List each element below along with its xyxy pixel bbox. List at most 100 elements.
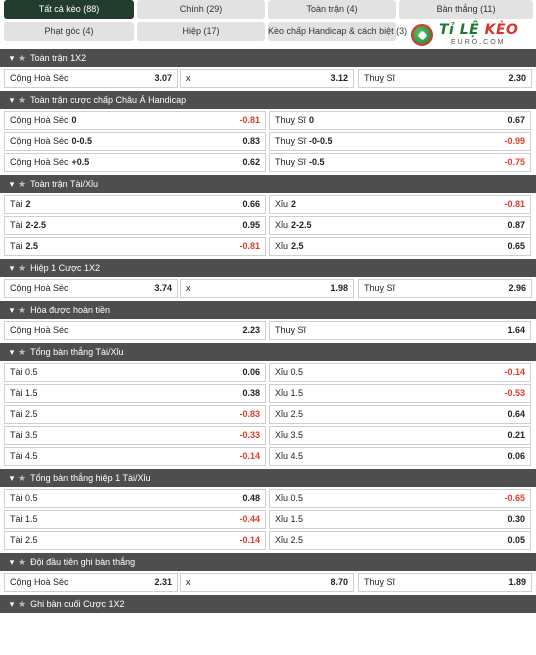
odds-cell[interactable]: Xỉu 2.5 0.65 (269, 237, 531, 256)
tab-6[interactable]: Kèo chấp Handicap & cách biệt (3) (268, 22, 407, 41)
odds-cell[interactable]: Thuỵ Sĩ 2.30 (358, 69, 532, 88)
odds-cell[interactable]: Thuỵ Sĩ 1.89 (358, 573, 532, 592)
odds-value: -0.65 (504, 493, 525, 503)
odds-cell[interactable]: Thuỵ Sĩ 0 0.67 (269, 111, 531, 130)
odds-value: 0.06 (242, 367, 260, 377)
odds-cell[interactable]: Xỉu 1.5 -0.53 (269, 384, 531, 403)
caret-down-icon[interactable]: ▾ (9, 599, 15, 609)
site-logo[interactable]: Tỉ LỆ KÈO EURO.COM (405, 22, 533, 50)
odds-cell[interactable]: Tài 0.5 0.48 (4, 489, 266, 508)
tab-0[interactable]: Tất cả kèo (88) (4, 0, 134, 19)
section-title: Toàn trận cược chấp Châu Á Handicap (30, 95, 187, 105)
odds-cell[interactable]: Tài 2-2.5 0.95 (4, 216, 266, 235)
odds-cell[interactable]: Xỉu 0.5 -0.14 (269, 363, 531, 382)
odds-cell[interactable]: Thuỵ Sĩ 1.64 (269, 321, 531, 340)
caret-down-icon[interactable]: ▾ (9, 473, 15, 483)
odds-cell[interactable]: Cộng Hoà Séc 0 -0.81 (4, 111, 266, 130)
odds-cell[interactable]: Tài 1.5 -0.44 (4, 510, 266, 529)
odds-cell[interactable]: Cộng Hoà Séc 2.23 (4, 321, 266, 340)
section-header[interactable]: ▾ ★ Hòa được hoàn tiền (0, 301, 536, 319)
outcome-label: Tài 4.5 (10, 451, 38, 461)
odds-cell[interactable]: x 1.98 (180, 279, 354, 298)
star-icon[interactable]: ★ (18, 557, 27, 567)
odds-cell[interactable]: Cộng Hoà Séc 0-0.5 0.83 (4, 132, 266, 151)
odds-cell[interactable]: Tài 2.5 -0.81 (4, 237, 266, 256)
outcome-label: Xỉu 2.5 (275, 409, 304, 419)
section-header[interactable]: ▾ ★ Toàn trận 1X2 (0, 49, 536, 67)
odds-cell[interactable]: Xỉu 2.5 0.64 (269, 405, 531, 424)
section-header[interactable]: ▾ ★ Đội đầu tiên ghi bàn thắng (0, 553, 536, 571)
outcome-label: Thuỵ Sĩ (364, 73, 396, 83)
odds-value: 0.06 (507, 451, 525, 461)
odds-value: 0.95 (242, 220, 260, 230)
tab-3[interactable]: Bàn thắng (11) (399, 0, 533, 19)
star-icon[interactable]: ★ (18, 53, 27, 63)
odds-value: 2.96 (508, 283, 526, 293)
outcome-label: x (186, 73, 191, 83)
handicap-line: -0-0.5 (309, 136, 333, 146)
odds-cell[interactable]: Thuỵ Sĩ -0.5 -0.75 (269, 153, 531, 172)
caret-down-icon[interactable]: ▾ (9, 557, 15, 567)
handicap-line: 2-2.5 (291, 220, 312, 230)
odds-cell[interactable]: Tài 3.5 -0.33 (4, 426, 266, 445)
section-header[interactable]: ▾ ★ Toàn trận Tài/Xỉu (0, 175, 536, 193)
caret-down-icon[interactable]: ▾ (9, 53, 15, 63)
star-icon[interactable]: ★ (18, 599, 27, 609)
tab-5[interactable]: Hiệp (17) (137, 22, 265, 41)
section-header[interactable]: ▾ ★ Tổng bàn thắng Tài/Xỉu (0, 343, 536, 361)
odds-cell[interactable]: Xỉu 2.5 0.05 (269, 531, 531, 550)
caret-down-icon[interactable]: ▾ (9, 347, 15, 357)
tab-4[interactable]: Phạt góc (4) (4, 22, 134, 41)
odds-cell[interactable]: Thuỵ Sĩ 2.96 (358, 279, 532, 298)
section-rows: Cộng Hoà Séc 2.31 x 8.70 Thuỵ Sĩ 1.89 (0, 571, 536, 592)
handicap-line: 2.5 (25, 241, 39, 251)
odds-cell[interactable]: Xỉu 4.5 0.06 (269, 447, 531, 466)
odds-cell[interactable]: Cộng Hoà Séc 3.07 (4, 69, 178, 88)
odds-cell[interactable]: Tài 2 0.66 (4, 195, 266, 214)
tab-1[interactable]: Chính (29) (137, 0, 265, 19)
odds-cell[interactable]: Xỉu 2 -0.81 (269, 195, 531, 214)
odds-cell[interactable]: Cộng Hoà Séc 3.74 (4, 279, 178, 298)
odds-cell[interactable]: Xỉu 3.5 0.21 (269, 426, 531, 445)
star-icon[interactable]: ★ (18, 263, 27, 273)
odds-row: Tài 1.5 0.38 Xỉu 1.5 -0.53 (0, 384, 536, 403)
odds-cell[interactable]: Xỉu 2-2.5 0.87 (269, 216, 531, 235)
section-title: Toàn trận Tài/Xỉu (30, 179, 98, 189)
handicap-line: +0.5 (71, 157, 90, 167)
odds-value: -0.81 (239, 115, 260, 125)
odds-value: 0.48 (242, 493, 260, 503)
star-icon[interactable]: ★ (18, 473, 27, 483)
odds-cell[interactable]: x 8.70 (180, 573, 354, 592)
odds-cell[interactable]: Xỉu 0.5 -0.65 (269, 489, 531, 508)
star-icon[interactable]: ★ (18, 347, 27, 357)
star-icon[interactable]: ★ (18, 95, 27, 105)
caret-down-icon[interactable]: ▾ (9, 263, 15, 273)
odds-cell[interactable]: Tài 4.5 -0.14 (4, 447, 266, 466)
section-header[interactable]: ▾ ★ Toàn trận cược chấp Châu Á Handicap (0, 91, 536, 109)
odds-cell[interactable]: Tài 1.5 0.38 (4, 384, 266, 403)
odds-cell[interactable]: Tài 0.5 0.06 (4, 363, 266, 382)
odds-cell[interactable]: x 3.12 (180, 69, 354, 88)
caret-down-icon[interactable]: ▾ (9, 179, 15, 189)
section-header[interactable]: ▾ ★ Tổng bàn thắng hiệp 1 Tài/Xỉu (0, 469, 536, 487)
star-icon[interactable]: ★ (18, 179, 27, 189)
odds-cell[interactable]: Xỉu 1.5 0.30 (269, 510, 531, 529)
section-rows: Tài 0.5 0.48 Xỉu 0.5 -0.65 Tài 1.5 -0.44 Xỉu 1… (0, 487, 536, 550)
section-header[interactable]: ▾ ★ Hiệp 1 Cược 1X2 (0, 259, 536, 277)
handicap-line: -0.5 (309, 157, 325, 167)
odds-cell[interactable]: Cộng Hoà Séc +0.5 0.62 (4, 153, 266, 172)
caret-down-icon[interactable]: ▾ (9, 305, 15, 315)
odds-cell[interactable]: Tài 2.5 -0.14 (4, 531, 266, 550)
outcome-label: Xỉu 0.5 (275, 493, 304, 503)
tab-2[interactable]: Toàn trận (4) (268, 0, 396, 19)
section-title: Hòa được hoàn tiền (30, 305, 111, 315)
outcome-label: Thuỵ Sĩ 0 (275, 115, 315, 125)
odds-cell[interactable]: Thuỵ Sĩ -0-0.5 -0.99 (269, 132, 531, 151)
star-icon[interactable]: ★ (18, 305, 27, 315)
odds-cell[interactable]: Cộng Hoà Séc 2.31 (4, 573, 178, 592)
odds-row: Tài 0.5 0.06 Xỉu 0.5 -0.14 (0, 363, 536, 382)
section-header[interactable]: ▾ ★ Ghi bàn cuối Cược 1X2 (0, 595, 536, 613)
odds-cell[interactable]: Tài 2.5 -0.83 (4, 405, 266, 424)
caret-down-icon[interactable]: ▾ (9, 95, 15, 105)
handicap-line: 0-0.5 (71, 136, 93, 146)
